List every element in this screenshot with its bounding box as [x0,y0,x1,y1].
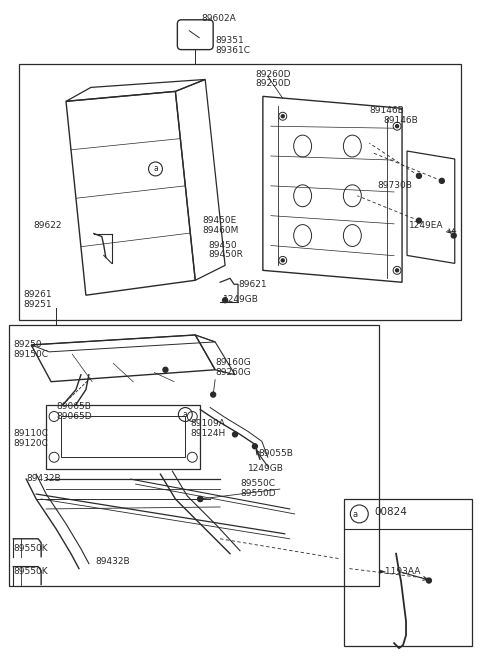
Bar [344,499,472,646]
Circle shape [211,392,216,397]
Text: 89602A: 89602A [201,14,236,23]
Text: 89160G: 89160G [215,358,251,367]
Text: 89351: 89351 [215,36,244,45]
Text: a: a [183,410,188,419]
Text: 89622: 89622 [33,220,62,230]
Text: 89261: 89261 [23,290,52,299]
Bar [9,325,379,586]
Text: 1249GB: 1249GB [248,464,284,473]
Text: 89120C: 89120C [13,440,48,448]
Circle shape [198,497,203,501]
Circle shape [439,178,444,184]
Text: 89065B: 89065B [56,401,91,411]
Text: 89550C: 89550C [240,479,275,488]
Text: 89251: 89251 [23,300,52,309]
Text: a: a [153,164,158,174]
Text: 89730B: 89730B [377,181,412,190]
Circle shape [281,259,284,262]
Text: 89432B: 89432B [96,557,131,566]
Text: 89621: 89621 [238,280,266,290]
Text: 89150C: 89150C [13,350,48,359]
Text: a: a [353,510,358,519]
Text: 89361C: 89361C [215,45,250,55]
Circle shape [281,114,284,118]
Text: 89124H: 89124H [190,430,226,438]
Circle shape [198,497,203,501]
Circle shape [417,218,421,223]
Circle shape [417,174,421,178]
Text: 89250: 89250 [13,340,42,349]
Text: 89550D: 89550D [240,489,276,498]
Text: 89065D: 89065D [56,411,92,420]
Circle shape [232,432,238,437]
Text: 00824: 00824 [374,507,407,517]
Text: 89450R: 89450R [208,251,243,259]
Text: 89055B: 89055B [258,449,293,459]
Text: 89146B: 89146B [369,107,404,115]
Bar [46,405,200,469]
Circle shape [252,444,257,449]
Text: 89146B: 89146B [383,116,418,125]
Text: 89109A: 89109A [190,419,225,428]
Text: 89110C: 89110C [13,430,48,438]
Bar [61,417,185,457]
Text: 89260G: 89260G [215,368,251,377]
Bar [19,64,461,320]
Text: 89460M: 89460M [202,226,239,235]
Text: 89450: 89450 [208,241,237,249]
Text: 1249GB: 1249GB [223,295,259,304]
Circle shape [396,269,398,272]
Text: 89250D: 89250D [255,80,290,88]
Circle shape [163,367,168,372]
Circle shape [451,233,456,238]
Circle shape [396,124,398,128]
Circle shape [223,297,228,303]
Text: 89450E: 89450E [202,216,237,224]
Text: 89550K: 89550K [13,567,48,576]
Text: 1249EA: 1249EA [409,220,444,230]
Text: ►1193AA: ►1193AA [379,567,421,576]
Text: 89432B: 89432B [26,474,61,483]
Text: 89550K: 89550K [13,544,48,553]
Circle shape [426,578,432,583]
Text: 89260D: 89260D [255,70,290,78]
